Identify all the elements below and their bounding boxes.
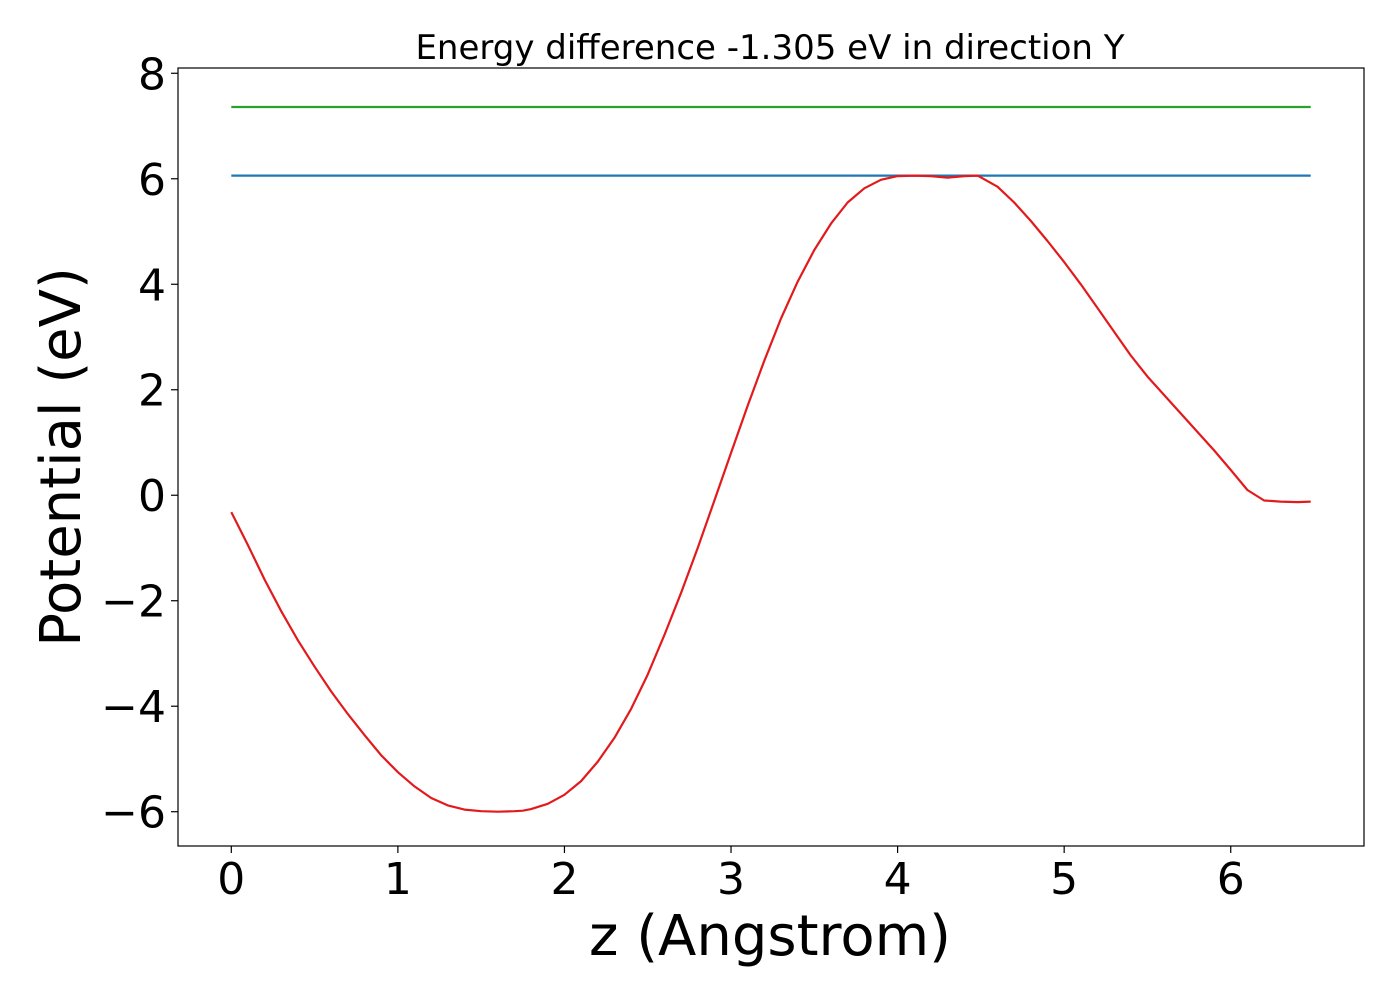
y-tick-label: −2 [101,577,166,628]
y-tick-label: 2 [138,366,166,417]
x-axis-label: z (Angstrom) [589,904,951,969]
x-tick-label: 5 [1050,854,1078,905]
x-tick-label: 0 [217,854,245,905]
x-tick-label: 6 [1217,854,1245,905]
y-tick-label: 6 [138,155,166,206]
y-tick-label: −6 [101,788,166,839]
y-tick-label: 8 [138,49,166,100]
series-layer [230,105,1311,813]
x-axis-ticks: 0 1 2 3 4 5 6 [217,846,1245,905]
x-tick-label: 2 [550,854,578,905]
plot-frame [177,67,1365,847]
x-tick-label: 4 [884,854,912,905]
y-tick-label: −4 [101,682,166,733]
chart-title: Energy difference -1.305 eV in direction… [415,28,1124,68]
y-axis-label: Potential (eV) [29,267,94,647]
series-line-2 [230,174,1311,813]
x-tick-label: 3 [717,854,745,905]
x-tick-label: 1 [384,854,412,905]
y-axis-ticks: −6 −4 −2 0 2 4 6 8 [101,49,178,839]
y-tick-label: 4 [138,260,166,311]
y-tick-label: 0 [138,471,166,522]
